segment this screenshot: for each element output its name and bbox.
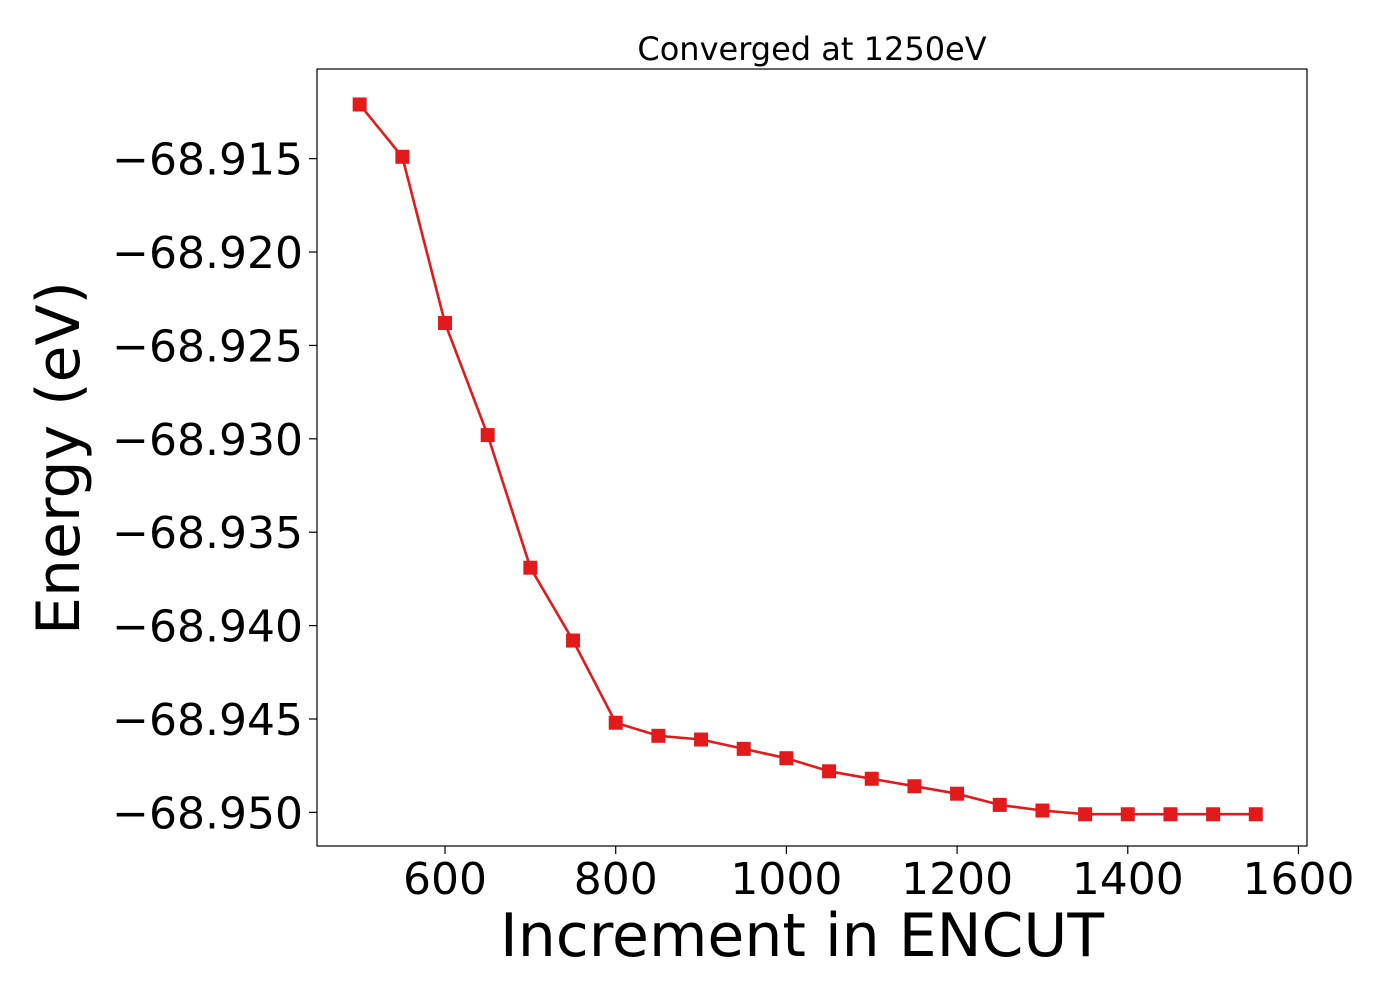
data-point bbox=[566, 633, 581, 648]
data-point bbox=[950, 786, 965, 801]
data-point bbox=[864, 771, 879, 786]
data-point bbox=[736, 741, 751, 756]
data-point bbox=[1206, 807, 1221, 822]
y-tick-label: −68.950 bbox=[112, 788, 303, 839]
plot-area bbox=[352, 97, 1263, 822]
data-point bbox=[1078, 807, 1093, 822]
x-tick-label: 600 bbox=[403, 854, 487, 905]
data-point bbox=[480, 428, 495, 443]
series-line bbox=[358, 103, 1256, 816]
y-tick-label: −68.935 bbox=[112, 508, 303, 559]
x-tick-label: 1200 bbox=[901, 854, 1013, 905]
y-tick-label: −68.945 bbox=[112, 695, 303, 746]
y-tick-label: −68.920 bbox=[112, 228, 303, 279]
x-axis-label: Increment in ENCUT bbox=[500, 901, 1104, 971]
y-tick-label: −68.925 bbox=[112, 321, 303, 372]
y-axis-label: Energy (eV) bbox=[24, 281, 94, 635]
data-point bbox=[608, 715, 623, 730]
data-point bbox=[779, 751, 794, 766]
y-tick-label: −68.930 bbox=[112, 415, 303, 466]
data-point bbox=[992, 797, 1007, 812]
y-tick-label: −68.940 bbox=[112, 602, 303, 653]
data-point bbox=[907, 779, 922, 794]
data-point bbox=[1248, 807, 1263, 822]
data-point bbox=[1163, 807, 1178, 822]
x-axis: 600 800 1000 1200 1400 1600 bbox=[403, 846, 1354, 905]
x-tick-label: 1600 bbox=[1242, 854, 1354, 905]
y-tick-label: −68.915 bbox=[112, 135, 303, 186]
data-point bbox=[523, 560, 538, 575]
data-point bbox=[395, 149, 410, 164]
data-point bbox=[1120, 807, 1135, 822]
x-tick-label: 800 bbox=[574, 854, 658, 905]
data-point bbox=[1035, 803, 1050, 818]
data-point bbox=[694, 732, 709, 747]
chart-title: Converged at 1250eV bbox=[637, 30, 986, 68]
data-point bbox=[352, 97, 367, 112]
x-tick-label: 1400 bbox=[1072, 854, 1184, 905]
x-tick-label: 1000 bbox=[730, 854, 842, 905]
y-axis: −68.915 −68.920 −68.925 −68.930 −68.935 −68.9… bbox=[112, 135, 317, 839]
data-point bbox=[822, 764, 837, 779]
data-point bbox=[651, 728, 666, 743]
data-point bbox=[438, 316, 453, 331]
plot-frame bbox=[316, 68, 1308, 847]
